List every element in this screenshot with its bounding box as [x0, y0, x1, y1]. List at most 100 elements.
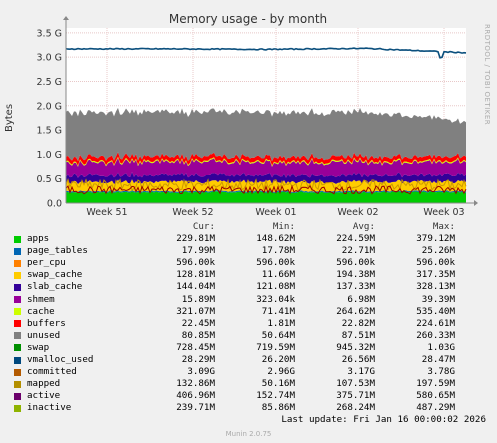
legend-cur: 3.09G — [187, 366, 215, 378]
legend-header-cur: Cur: — [192, 221, 215, 232]
legend-avg: 22.82M — [341, 317, 375, 329]
legend-min: 11.66M — [261, 269, 295, 281]
legend-max: 317.35M — [416, 269, 455, 281]
legend-swatch — [14, 368, 21, 376]
legend-avg: 596.00k — [336, 257, 375, 269]
legend-avg: 268.24M — [336, 402, 375, 414]
area-buffers — [66, 156, 466, 167]
legend-swatch — [14, 271, 21, 279]
legend-name: committed — [27, 366, 77, 378]
legend-cur: 239.71M — [176, 402, 215, 414]
x-tick-label: Week 01 — [255, 207, 296, 215]
legend-row-per_cpu: per_cpu 596.00k 596.00k 596.00k 596.00k — [10, 257, 490, 269]
legend-row-page_tables: page_tables 17.99M 17.78M 22.71M 25.26M — [10, 245, 490, 257]
legend-name: buffers — [27, 317, 66, 329]
legend-name: swap — [27, 341, 50, 353]
legend-max: 379.12M — [416, 233, 455, 245]
legend-max: 260.33M — [416, 329, 455, 341]
y-tick-label: 1.5 G — [37, 126, 63, 137]
legend-swatch — [14, 284, 21, 292]
legend-row-committed: committed 3.09G 2.96G 3.17G 3.78G — [10, 366, 490, 378]
legend-swatch — [14, 259, 21, 267]
legend-name: apps — [27, 233, 50, 245]
legend-header-spacer — [14, 224, 21, 231]
area-swap — [66, 107, 466, 162]
legend-max: 580.65M — [416, 390, 455, 402]
legend-avg: 6.98M — [347, 293, 375, 305]
legend-avg: 137.33M — [336, 281, 375, 293]
legend-max: 487.29M — [416, 402, 455, 414]
y-axis-arrow — [63, 16, 69, 20]
legend-min: 71.41M — [261, 305, 295, 317]
legend-swatch — [14, 296, 21, 304]
legend-row-buffers: buffers 22.45M 1.81M 22.82M 224.61M — [10, 318, 490, 330]
legend-max: 197.59M — [416, 378, 455, 390]
legend-min: 50.64M — [261, 329, 295, 341]
legend-cur: 406.96M — [176, 390, 215, 402]
legend-cur: 17.99M — [181, 245, 215, 257]
legend-min: 719.59M — [256, 341, 295, 353]
legend-row-unused: unused 80.85M 50.64M 87.51M 260.33M — [10, 330, 490, 342]
legend-cur: 144.04M — [176, 281, 215, 293]
line-committed — [65, 47, 467, 59]
legend-row-active: active 406.96M 152.74M 375.71M 580.65M — [10, 390, 490, 402]
legend-cur: 229.81M — [176, 233, 215, 245]
legend-avg: 224.59M — [336, 233, 375, 245]
legend-avg: 87.51M — [341, 329, 375, 341]
legend-avg: 26.56M — [341, 354, 375, 366]
legend-min: 50.16M — [261, 378, 295, 390]
legend-row-cache: cache 321.07M 71.41M 264.62M 535.40M — [10, 306, 490, 318]
memory-usage-chart: Memory usage - by month RRDTOOL / TOBI O… — [4, 12, 491, 215]
x-tick-label: Week 51 — [86, 207, 127, 215]
legend-min: 148.62M — [256, 233, 295, 245]
legend-swatch — [14, 404, 21, 412]
legend-name: per_cpu — [27, 257, 66, 269]
legend-header-max: Max: — [432, 221, 455, 232]
legend-row-swap: swap 728.45M 719.59M 945.32M 1.03G — [10, 342, 490, 354]
legend-rows: apps 229.81M 148.62M 224.59M 379.12M page_tab… — [10, 233, 490, 414]
legend-swatch — [14, 332, 21, 340]
legend-max: 535.40M — [416, 305, 455, 317]
y-tick-label: 0.5 G — [37, 174, 63, 185]
x-tick-label: Week 02 — [337, 207, 378, 215]
legend-row-inactive: inactive 239.71M 85.86M 268.24M 487.29M — [10, 402, 490, 414]
legend-name: active — [27, 390, 61, 402]
legend-min: 323.04k — [256, 293, 295, 305]
legend-name: swap_cache — [27, 269, 83, 281]
last-update-text: Last update: Fri Jan 16 00:00:02 2026 — [281, 414, 486, 425]
y-axis-label: Bytes — [4, 104, 15, 132]
legend-name: mapped — [27, 378, 61, 390]
munin-version: Munin 2.0.75 — [225, 430, 272, 438]
legend-min: 17.78M — [261, 245, 295, 257]
legend-swatch — [14, 344, 21, 352]
legend-max: 3.78G — [427, 366, 455, 378]
legend-header-avg: Avg: — [352, 221, 375, 232]
legend-name: shmem — [27, 293, 55, 305]
legend-max: 224.61M — [416, 317, 455, 329]
legend-name: unused — [27, 329, 61, 341]
area-apps — [66, 191, 466, 203]
legend-swatch — [14, 356, 21, 364]
legend-max: 1.03G — [427, 341, 455, 353]
legend-swatch — [14, 392, 21, 400]
legend-row-mapped: mapped 132.86M 50.16M 107.53M 197.59M — [10, 378, 490, 390]
legend-cur: 596.00k — [176, 257, 215, 269]
legend-table: Cur: Min: Avg: Max: apps 229.81M 148.62M 22… — [10, 221, 490, 415]
legend-name: slab_cache — [27, 281, 83, 293]
y-tick-label: 2.0 G — [37, 101, 63, 112]
line-inactive — [65, 184, 467, 195]
legend-name: page_tables — [27, 245, 88, 257]
vertical-label: RRDTOOL / TOBI OETIKER — [483, 24, 491, 125]
legend-min: 2.96G — [267, 366, 295, 378]
legend-max: 39.39M — [421, 293, 455, 305]
legend-min: 1.81M — [267, 317, 295, 329]
legend-header-row: Cur: Min: Avg: Max: — [10, 221, 490, 233]
legend-row-shmem: shmem 15.89M 323.04k 6.98M 39.39M — [10, 294, 490, 306]
plot-area: 0.0 0.5 G 1.0 G 1.5 G 2.0 G 2.5 G 3.0 G 3.5 G We… — [37, 16, 478, 215]
area-unused — [66, 152, 466, 166]
legend-avg: 22.71M — [341, 245, 375, 257]
legend-avg: 3.17G — [347, 366, 375, 378]
legend-min: 152.74M — [256, 390, 295, 402]
legend-cur: 28.29M — [181, 354, 215, 366]
legend-max: 25.26M — [421, 245, 455, 257]
